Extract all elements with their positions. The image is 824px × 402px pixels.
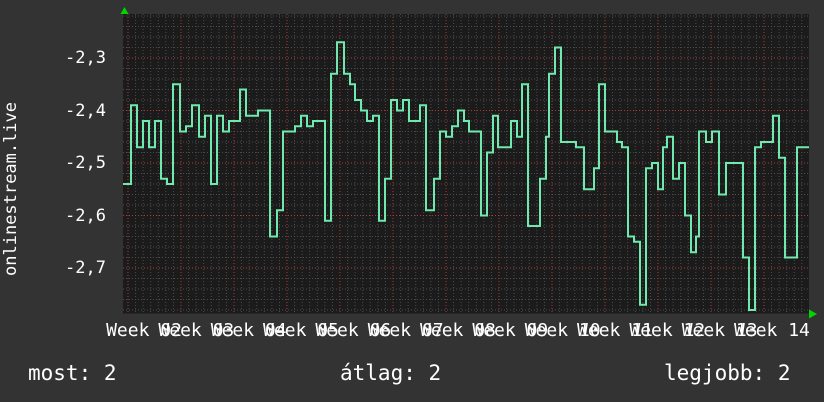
- plot-area: [123, 14, 809, 314]
- stat-most: most: 2: [28, 361, 117, 385]
- stat-most-label: most:: [28, 361, 92, 385]
- stats-row: most: 2 átlag: 2 legjobb: 2: [0, 361, 824, 387]
- x-axis-week-label: Week 02: [106, 320, 182, 341]
- y-axis-tick-label: -2,4: [65, 100, 106, 121]
- x-axis-week-label: Week 14: [734, 320, 810, 341]
- y-axis-tick-label: -2,3: [65, 48, 106, 68]
- stat-average: átlag: 2: [340, 361, 441, 385]
- x-axis-week-label: Week 06: [315, 320, 392, 341]
- x-axis-week-label: Week 09: [472, 320, 549, 341]
- stat-best-value: 2: [777, 361, 791, 385]
- x-axis-week-label: Week 03: [158, 320, 235, 341]
- x-axis-week-label: Week 08: [420, 320, 496, 341]
- y-axis-tick-label: -2,7: [65, 258, 106, 278]
- y-axis-tick-label: -2,5: [65, 153, 106, 173]
- stat-average-value: 2: [428, 361, 442, 385]
- x-axis-week-label: Week 13: [681, 320, 758, 341]
- data-step-line: [123, 41, 809, 311]
- x-axis-week-label: Week 07: [367, 320, 444, 341]
- stat-average-label: átlag:: [340, 361, 416, 385]
- x-axis-week-label: Week 11: [577, 320, 653, 341]
- x-axis-week-label: Week 12: [629, 320, 706, 341]
- stat-best: legjobb: 2: [664, 361, 790, 385]
- stat-best-label: legjobb:: [664, 361, 766, 385]
- stat-most-value: 2: [103, 361, 117, 385]
- x-axis-week-label: Week 10: [524, 320, 601, 341]
- x-axis-arrow-icon: [809, 309, 817, 319]
- y-axis-arrow-icon: [120, 7, 129, 14]
- y-axis-tick-label: -2,6: [65, 205, 106, 226]
- x-axis-week-label: Week 05: [263, 320, 339, 341]
- x-axis-week-label: Week 04: [210, 320, 287, 341]
